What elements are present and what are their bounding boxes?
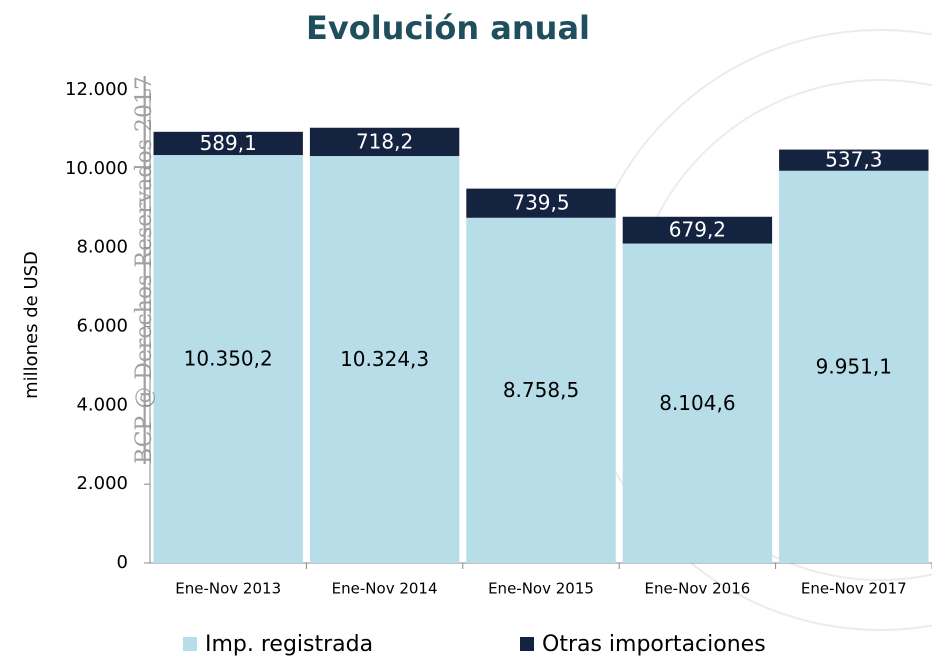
data-label: 537,3 xyxy=(825,148,882,172)
bar-segment xyxy=(466,188,616,218)
y-tick-label: 10.000 xyxy=(65,158,128,179)
y-tick-label: 4.000 xyxy=(76,394,128,415)
bar-segment xyxy=(622,216,773,244)
legend-swatch xyxy=(520,637,534,651)
y-tick-label: 8.000 xyxy=(76,237,128,258)
y-tick-label: 12.000 xyxy=(65,79,128,100)
bar-segment xyxy=(779,149,929,171)
y-tick-label: 2.000 xyxy=(76,473,128,494)
data-label: 589,1 xyxy=(200,131,257,155)
data-label: 679,2 xyxy=(669,218,726,242)
data-label: 10.324,3 xyxy=(340,347,429,371)
watermark: BCP @ Derechos Reservados 2017 xyxy=(132,76,157,464)
bar-segment xyxy=(466,217,616,564)
data-label: 718,2 xyxy=(356,129,413,153)
legend-label: Otras importaciones xyxy=(542,632,766,657)
data-label: 8.758,5 xyxy=(503,378,579,402)
x-tick-label: Ene-Nov 2016 xyxy=(644,580,750,598)
legend-swatch xyxy=(183,637,197,651)
data-label: 739,5 xyxy=(512,191,569,215)
data-label: 10.350,2 xyxy=(184,347,273,371)
x-tick-label: Ene-Nov 2017 xyxy=(801,580,907,598)
y-tick-label: 0 xyxy=(117,552,128,573)
bar-segment xyxy=(309,127,460,157)
bar-segment xyxy=(622,243,773,563)
data-label: 8.104,6 xyxy=(659,391,735,415)
y-axis-title: millones de USD xyxy=(21,251,42,399)
bar-segment xyxy=(779,170,929,563)
data-label: 9.951,1 xyxy=(816,354,892,378)
bar-segment xyxy=(153,131,303,156)
bar-segment xyxy=(153,155,303,564)
y-tick-label: 6.000 xyxy=(76,316,128,337)
x-tick-label: Ene-Nov 2015 xyxy=(488,580,594,598)
x-tick-label: Ene-Nov 2014 xyxy=(332,580,438,598)
bar-segment xyxy=(309,156,460,563)
chart-title: Evolución anual xyxy=(306,9,590,47)
legend-label: Imp. registrada xyxy=(205,632,373,657)
plot: 0 2.000 4.000 6.000 8.000 10.000 12.000 Ene-Nov… xyxy=(65,79,932,657)
x-tick-label: Ene-Nov 2013 xyxy=(175,580,281,598)
